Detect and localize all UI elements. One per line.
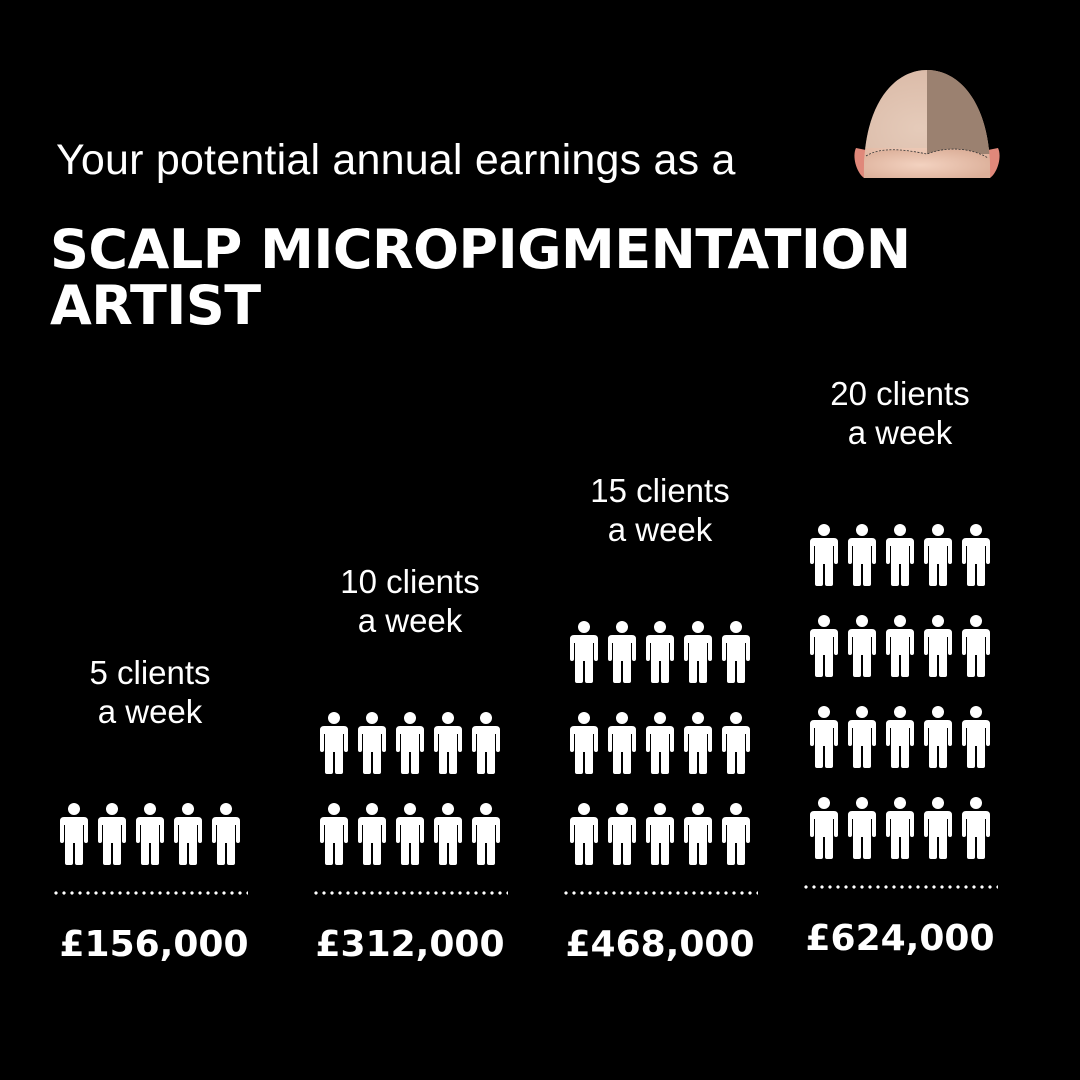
person-icon <box>645 621 675 683</box>
earnings-value: £468,000 <box>565 924 755 965</box>
person-icon <box>683 803 713 865</box>
person-icon <box>59 803 89 865</box>
title-line-1: SCALP MICROPIGMENTATION <box>50 218 911 281</box>
person-icon <box>961 524 991 586</box>
person-icon <box>471 803 501 865</box>
person-icon <box>809 524 839 586</box>
category-label: 10 clients <box>340 563 480 600</box>
person-icon <box>885 615 915 677</box>
person-icon <box>721 621 751 683</box>
person-icon <box>885 524 915 586</box>
dotted-divider <box>312 891 508 895</box>
dotted-divider <box>562 891 758 895</box>
bald-head-image <box>854 70 1000 178</box>
person-icon <box>809 615 839 677</box>
person-icon <box>607 712 637 774</box>
dotted-divider <box>802 885 998 889</box>
person-icon <box>319 803 349 865</box>
person-icon <box>809 797 839 859</box>
person-icon <box>923 797 953 859</box>
category-label: 20 clients <box>830 375 970 412</box>
person-icon <box>961 706 991 768</box>
person-icon <box>923 524 953 586</box>
person-icon <box>395 803 425 865</box>
person-icon <box>569 712 599 774</box>
person-icon <box>569 803 599 865</box>
person-icon <box>433 803 463 865</box>
person-icon <box>885 706 915 768</box>
person-icon <box>847 524 877 586</box>
person-icon <box>357 803 387 865</box>
dotted-divider <box>52 891 248 895</box>
title-line-2: ARTIST <box>50 274 261 337</box>
person-icon <box>721 803 751 865</box>
intro-text: Your potential annual earnings as a <box>56 136 736 184</box>
person-icon <box>97 803 127 865</box>
category-label: a week <box>97 693 203 730</box>
person-icon <box>607 803 637 865</box>
earnings-value: £624,000 <box>805 918 995 959</box>
person-icon <box>961 797 991 859</box>
person-icon <box>395 712 425 774</box>
earnings-value: £312,000 <box>315 924 505 965</box>
earnings-value: £156,000 <box>59 924 249 965</box>
person-icon <box>645 712 675 774</box>
person-icon <box>319 712 349 774</box>
person-icon <box>607 621 637 683</box>
person-icon <box>809 706 839 768</box>
person-icon <box>923 706 953 768</box>
person-icon <box>885 797 915 859</box>
page-title: SCALP MICROPIGMENTATION ARTIST <box>50 222 911 334</box>
person-icon <box>683 621 713 683</box>
person-icon <box>847 797 877 859</box>
person-icon <box>683 712 713 774</box>
category-label: 15 clients <box>590 472 730 509</box>
person-icon <box>847 706 877 768</box>
category-label: a week <box>847 414 953 451</box>
person-icon <box>211 803 241 865</box>
person-icon <box>645 803 675 865</box>
category-label: a week <box>607 511 713 548</box>
person-icon <box>847 615 877 677</box>
category-label: 5 clients <box>89 654 211 691</box>
category-label: a week <box>357 602 463 639</box>
person-icon <box>721 712 751 774</box>
person-icon <box>135 803 165 865</box>
person-icon <box>173 803 203 865</box>
person-icon <box>923 615 953 677</box>
person-icon <box>961 615 991 677</box>
person-icon <box>569 621 599 683</box>
person-icon <box>471 712 501 774</box>
person-icon <box>357 712 387 774</box>
person-icon <box>433 712 463 774</box>
